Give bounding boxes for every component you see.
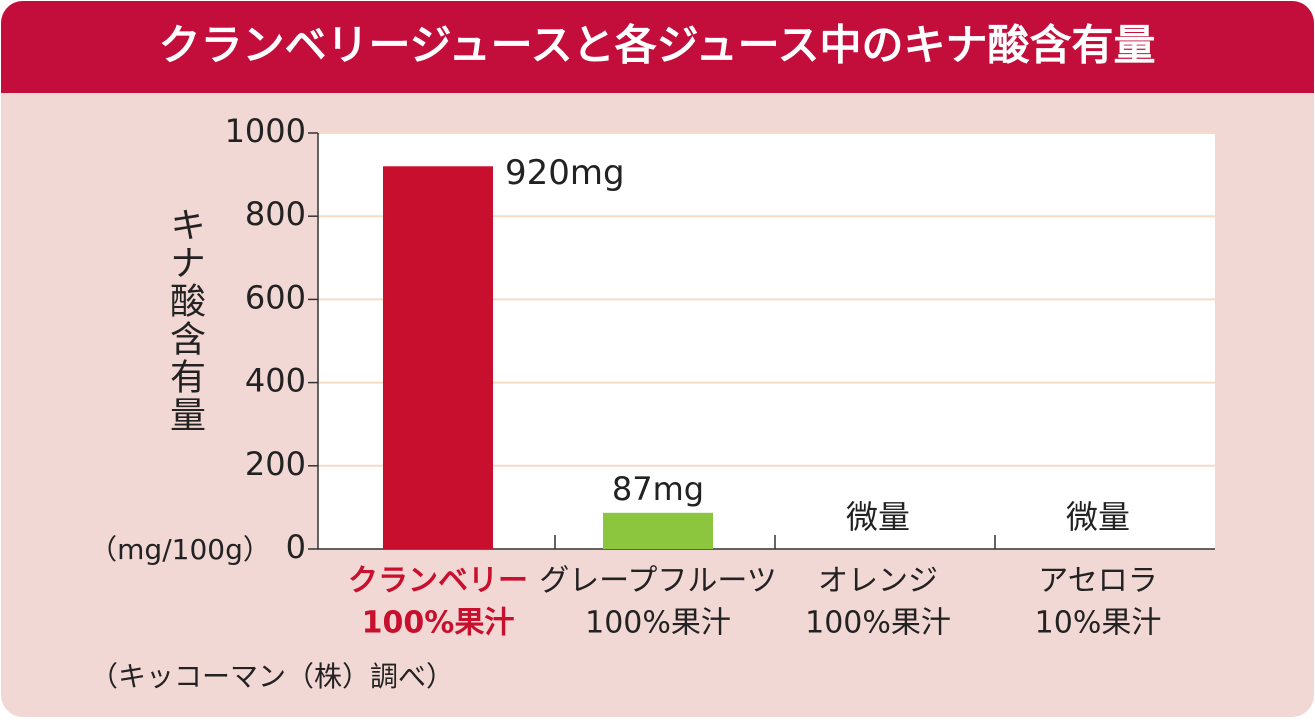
x-tick-label: アセロラ <box>1038 564 1157 599</box>
y-tick-label: 400 <box>245 362 306 400</box>
x-tick-label: 10%果汁 <box>1035 606 1162 641</box>
chart-title: クランベリージュースと各ジュース中のキナ酸含有量 <box>158 21 1155 70</box>
y-tick-label: 1000 <box>225 112 306 150</box>
x-tick-label: 100%果汁 <box>362 606 515 641</box>
bar <box>383 166 493 549</box>
y-tick-label: 600 <box>245 278 306 316</box>
value-label: 微量 <box>1066 498 1130 536</box>
y-axis-title: キナ酸含有量 <box>164 206 205 434</box>
x-tick-label: 100%果汁 <box>805 606 951 641</box>
value-label: 920mg <box>505 153 625 193</box>
x-tick-label: オレンジ <box>818 564 938 599</box>
x-tick-label: グレープフルーツ <box>539 564 777 599</box>
bar <box>603 512 713 549</box>
y-unit: （mg/100g） <box>89 533 271 566</box>
value-label: 87mg <box>612 470 704 508</box>
y-tick-label: 0 <box>286 528 306 566</box>
x-tick-label: 100%果汁 <box>585 606 731 641</box>
value-label: 微量 <box>846 498 910 536</box>
y-tick-label: 200 <box>245 445 306 483</box>
header-band <box>1 1 1314 93</box>
y-tick-label: 800 <box>245 195 306 233</box>
x-tick-label: クランベリー <box>348 564 528 599</box>
source-note: （キッコーマン（株）調べ） <box>90 660 454 693</box>
